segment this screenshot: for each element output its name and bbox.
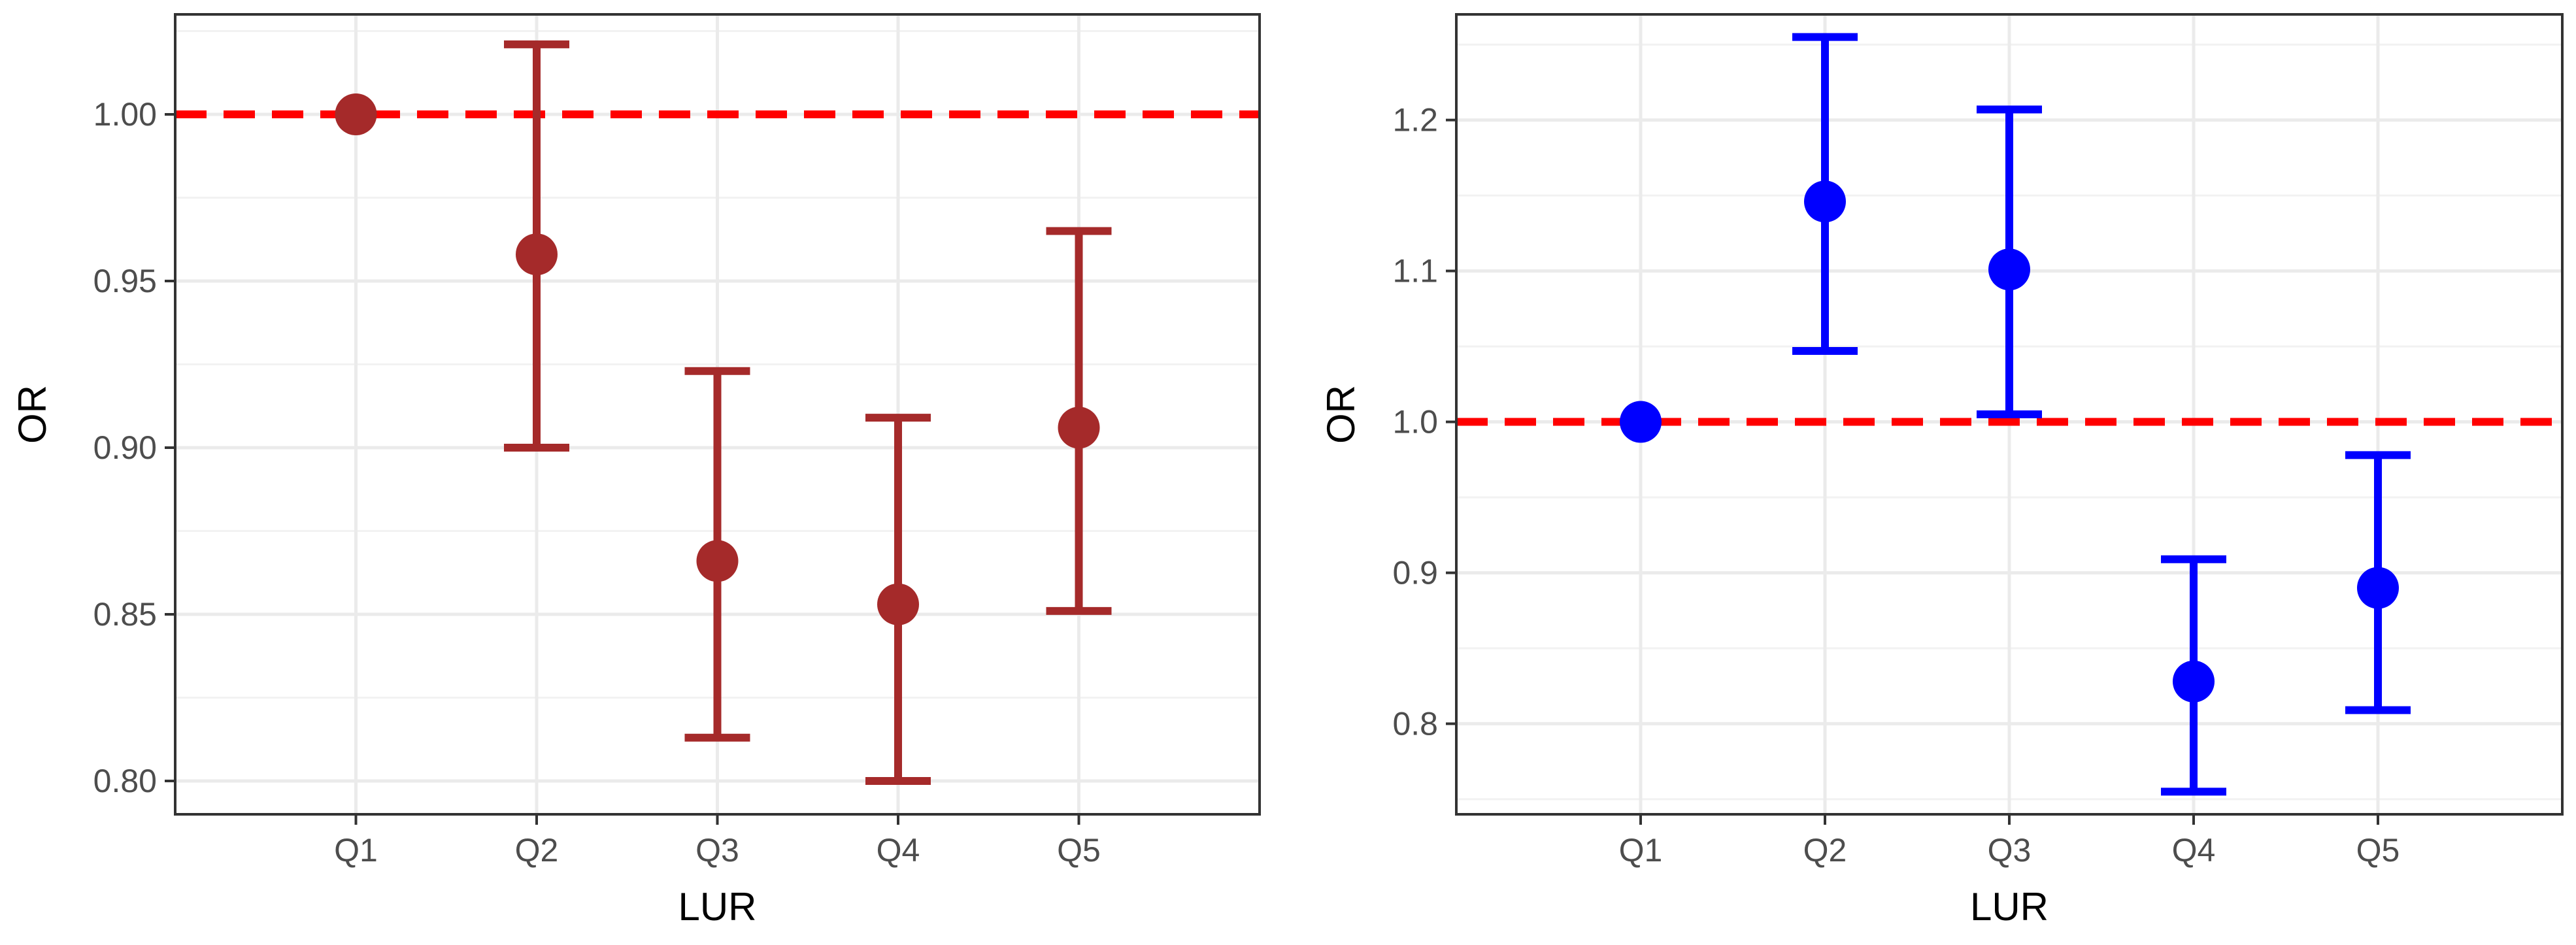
y-tick-label: 0.8 bbox=[1392, 705, 1438, 742]
data-point bbox=[516, 233, 558, 276]
x-tick-label: Q2 bbox=[1803, 832, 1847, 869]
y-tick-label: 1.00 bbox=[93, 96, 157, 133]
y-tick-label: 0.90 bbox=[93, 429, 157, 466]
x-axis-title: LUR bbox=[678, 885, 756, 929]
y-axis-title: OR bbox=[10, 385, 54, 444]
y-tick-label: 1.2 bbox=[1392, 102, 1438, 139]
x-tick-label: Q2 bbox=[515, 832, 559, 869]
x-tick-label: Q1 bbox=[1619, 832, 1663, 869]
data-point bbox=[1804, 180, 1846, 223]
x-tick-label: Q3 bbox=[695, 832, 739, 869]
x-tick-label: Q3 bbox=[1988, 832, 2032, 869]
x-tick-label: Q4 bbox=[2172, 832, 2216, 869]
data-point bbox=[2173, 660, 2215, 703]
x-tick-label: Q5 bbox=[2356, 832, 2400, 869]
x-tick-label: Q5 bbox=[1057, 832, 1101, 869]
data-point bbox=[1620, 401, 1662, 443]
panel-left: 0.80 0.85 0.90 0.95 1.00 Q1 Q2 Q3 Q4 Q5 LUR OR bbox=[10, 13, 1261, 929]
data-point bbox=[877, 583, 919, 625]
y-tick-label: 0.85 bbox=[93, 596, 157, 633]
x-axis-title: LUR bbox=[1970, 885, 2049, 929]
x-tick-label: Q4 bbox=[877, 832, 920, 869]
y-tick-label: 0.80 bbox=[93, 763, 157, 799]
y-tick-label: 1.1 bbox=[1392, 253, 1438, 290]
data-point bbox=[696, 540, 739, 582]
x-tick-label: Q1 bbox=[334, 832, 378, 869]
y-tick-label: 0.9 bbox=[1392, 554, 1438, 591]
data-point bbox=[1058, 406, 1100, 449]
y-tick-label: 1.0 bbox=[1392, 404, 1438, 440]
data-point bbox=[1988, 248, 2030, 291]
data-point bbox=[2357, 567, 2399, 609]
data-point bbox=[335, 93, 377, 135]
y-axis-title: OR bbox=[1319, 385, 1363, 444]
y-tick-label: 0.95 bbox=[93, 263, 157, 299]
panel-right: 0.8 0.9 1.0 1.1 1.2 Q1 Q2 Q3 Q4 Q5 LUR OR bbox=[1319, 13, 2564, 929]
